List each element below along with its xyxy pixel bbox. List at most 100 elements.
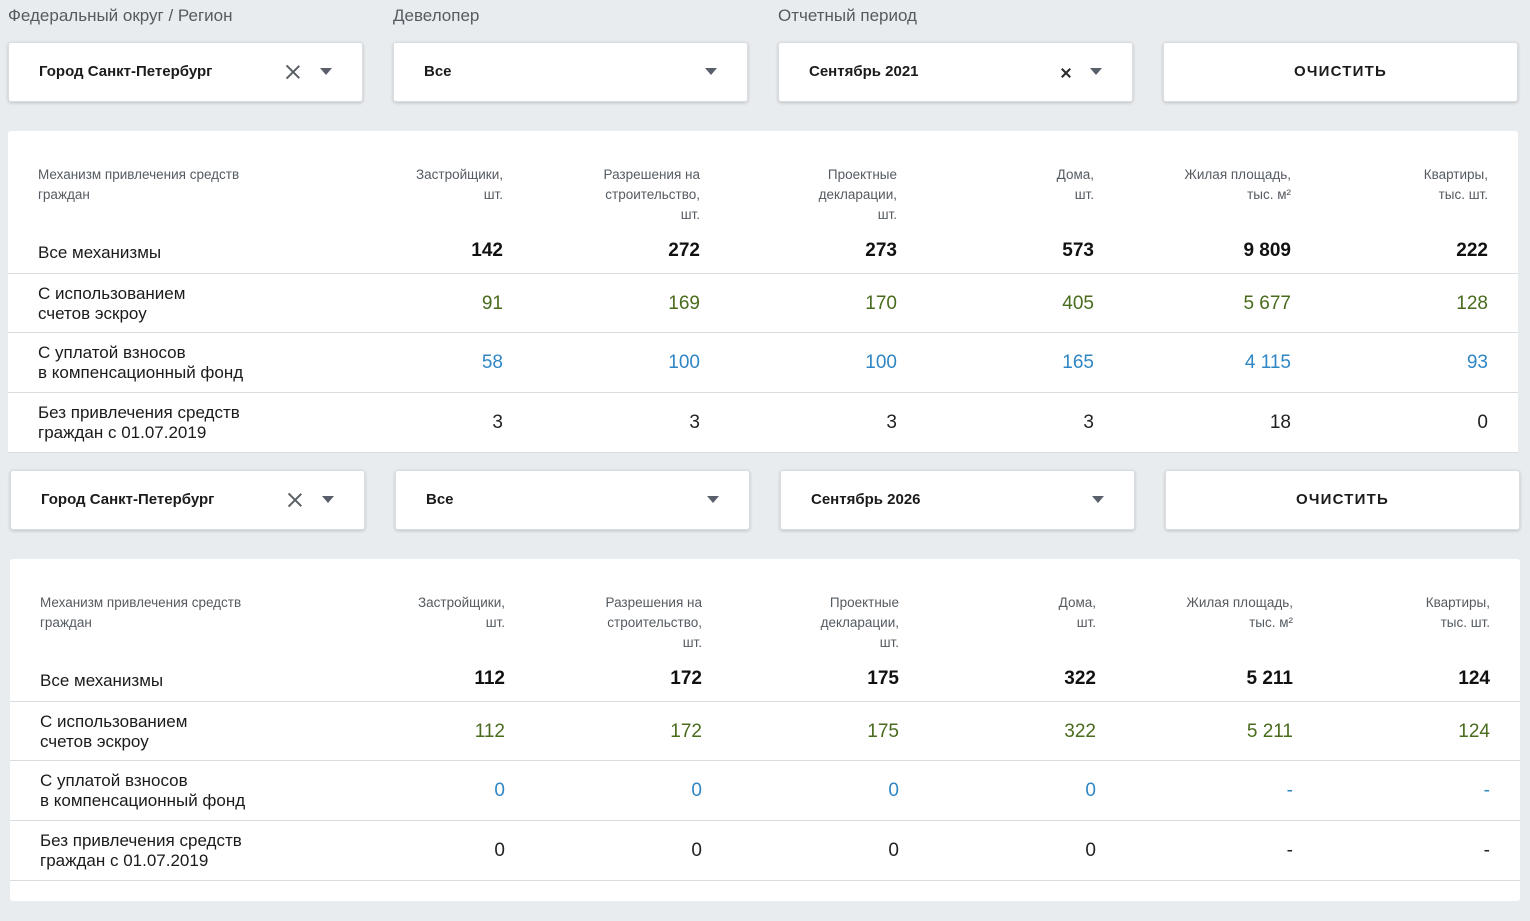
column-header: Квартиры, [1423,167,1488,182]
row-label: счетов эскроу [38,304,147,323]
table-cell: 0 [1085,780,1096,801]
row-label: в компенсационный фонд [38,363,244,382]
column-header: шт. [1076,615,1096,630]
column-header: шт. [877,207,897,222]
column-header-mechanism: граждан [40,615,92,630]
column-header: Разрешения на [603,167,700,182]
summary-table: Механизм привлечения средств граждан Застр… [8,131,1518,453]
developer-select[interactable]: Все [393,42,748,102]
row-label: граждан с 01.07.2019 [40,851,209,870]
table-cell: 272 [668,240,700,261]
column-header: Застройщики, [416,167,503,182]
column-header-mechanism: граждан [38,187,90,202]
row-label: Без привлечения средств [38,403,240,422]
row-label: счетов эскроу [40,732,149,751]
region-select[interactable]: Город Санкт-Петербург [10,470,365,530]
developer-select[interactable]: Все [395,470,750,530]
table-cell: 3 [886,412,897,433]
column-header: Дома, [1058,595,1096,610]
chevron-down-icon[interactable] [322,496,334,503]
table-cell: 0 [494,780,505,801]
column-header: Жилая площадь, [1186,595,1293,610]
table-cell: 0 [1085,840,1096,861]
column-header: Застройщики, [418,595,505,610]
period-select-value: Сентябрь 2026 [811,491,921,508]
table-cell: 0 [888,840,899,861]
clear-filters-button[interactable]: ОЧИСТИТЬ [1163,42,1518,102]
table-cell: 175 [867,668,899,689]
table-cell: 573 [1062,240,1094,261]
period-select[interactable]: Сентябрь 2026 [780,470,1135,530]
table-cell: 169 [668,293,700,314]
table-cell: 3 [1083,412,1094,433]
chevron-down-icon[interactable] [707,496,719,503]
table-cell: 273 [865,240,897,261]
period-select-value: Сентябрь 2021 [809,63,919,80]
table-cell: 124 [1458,668,1490,689]
column-header: декларации, [820,615,899,630]
table-cell: 0 [691,840,702,861]
column-header: шт. [1074,187,1094,202]
column-header: тыс. шт. [1440,615,1490,630]
column-header: Дома, [1056,167,1094,182]
table-cell: 9 809 [1243,240,1291,261]
region-select-value: Город Санкт-Петербург [41,491,215,508]
clear-region-icon[interactable] [287,492,303,508]
table-cell: 0 [1477,412,1488,433]
region-filter-label: Федеральный округ / Регион [8,6,233,25]
clear-filters-button[interactable]: ОЧИСТИТЬ [1165,470,1520,530]
row-label: граждан с 01.07.2019 [38,423,207,442]
period-select[interactable]: Сентябрь 2021 [778,42,1133,102]
table-cell: 405 [1062,293,1094,314]
chevron-down-icon[interactable] [320,68,332,75]
chevron-down-icon[interactable] [705,68,717,75]
table-cell: 222 [1456,240,1488,261]
summary-table: Механизм привлечения средств граждан Застр… [10,559,1520,901]
table-row: Все механизмы 112 172 175 322 5 211 124 [10,655,1520,702]
table-cell: 3 [492,412,503,433]
table-cell: 0 [888,780,899,801]
table-cell: 124 [1458,721,1490,742]
column-header: Квартиры, [1425,595,1490,610]
clear-region-icon[interactable] [285,64,301,80]
clear-period-icon[interactable] [1061,68,1071,78]
table-cell: 142 [471,240,503,261]
chevron-down-icon[interactable] [1092,496,1104,503]
column-header: декларации, [818,187,897,202]
table-cell: 322 [1064,721,1096,742]
region-select[interactable]: Город Санкт-Петербург [8,42,363,102]
table-row: С использованием счетов эскроу 112 172 175 32… [10,702,1520,761]
column-header: шт. [680,207,700,222]
table-cell: 170 [865,293,897,314]
table-cell: - [1483,840,1490,861]
table-cell: - [1286,840,1293,861]
table-cell: 128 [1456,293,1488,314]
table-row: С уплатой взносов в компенсационный фонд 5… [8,333,1518,393]
filter-labels: Федеральный округ / Регион Девелопер Отч… [8,6,1522,30]
table-cell: 3 [689,412,700,433]
column-header: строительство, [607,615,702,630]
table-row: С уплатой взносов в компенсационный фонд 0… [10,761,1520,821]
table-cell: 100 [668,352,700,373]
table-cell: 112 [474,668,505,689]
column-header: Проектные [829,595,899,610]
table-row: С использованием счетов эскроу 91 169 170 405… [8,274,1518,333]
table-row: Все механизмы 142 272 273 573 9 809 222 [8,227,1518,274]
column-header: строительство, [605,187,700,202]
row-label: в компенсационный фонд [40,791,246,810]
table-row: Без привлечения средств граждан с 01.07.2… [10,821,1520,881]
developer-select-value: Все [426,491,454,508]
table-cell: 100 [865,352,897,373]
column-header: шт. [879,635,899,650]
column-header: шт. [485,615,505,630]
table-cell: 58 [481,352,503,373]
chevron-down-icon[interactable] [1090,68,1102,75]
row-label: С уплатой взносов [38,343,186,362]
column-header: Разрешения на [605,595,702,610]
period-filter-label: Отчетный период [778,6,917,25]
table-cell: 172 [670,668,702,689]
row-label: С использованием [40,712,188,731]
column-header: Жилая площадь, [1184,167,1291,182]
table-cell: 5 677 [1243,293,1291,314]
table-cell: 91 [481,293,503,314]
